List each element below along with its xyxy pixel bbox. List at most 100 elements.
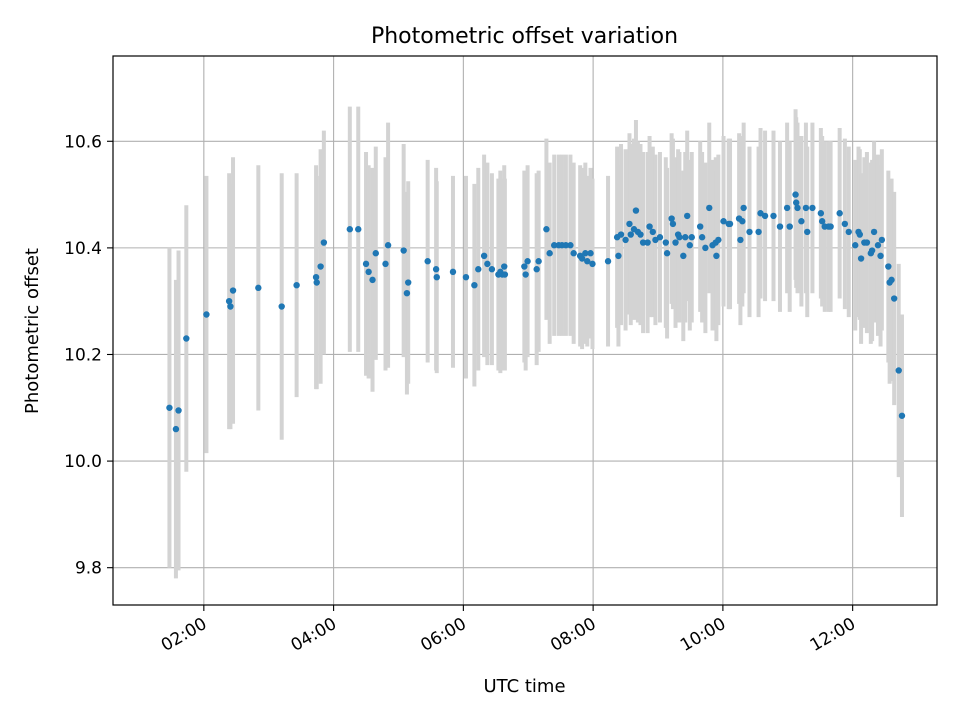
data-point xyxy=(669,220,677,228)
x-axis-ticks: 02:00 04:00 06:00 08:00 10:00 12:00 xyxy=(158,605,859,656)
data-point xyxy=(227,303,234,310)
data-point xyxy=(702,244,709,252)
data-point xyxy=(776,223,784,230)
data-point xyxy=(739,218,746,225)
y-axis-label: Photometric offset xyxy=(22,248,43,414)
data-point xyxy=(726,220,734,228)
data-point xyxy=(827,223,834,230)
data-point xyxy=(433,273,440,281)
data-point xyxy=(346,226,354,233)
data-point xyxy=(604,258,612,265)
data-point xyxy=(480,252,488,260)
data-point xyxy=(706,204,713,212)
data-point xyxy=(841,220,849,228)
data-point xyxy=(809,204,816,212)
data-point xyxy=(166,404,173,411)
data-point xyxy=(355,226,362,233)
data-point xyxy=(804,228,811,236)
data-point xyxy=(890,295,898,302)
data-point xyxy=(203,311,210,318)
data-point xyxy=(567,242,574,249)
data-point xyxy=(698,234,706,241)
data-point xyxy=(632,207,640,214)
y-tick-label: 9.8 xyxy=(75,559,102,579)
data-point xyxy=(656,234,664,241)
data-point xyxy=(818,218,826,225)
data-point xyxy=(639,239,647,246)
data-point xyxy=(400,247,407,254)
data-point xyxy=(874,242,882,249)
data-point xyxy=(522,271,529,278)
data-point xyxy=(794,204,801,212)
data-point xyxy=(888,276,895,284)
data-point xyxy=(587,250,594,257)
data-point xyxy=(680,252,687,260)
data-point xyxy=(737,236,744,244)
x-tick-label: 06:00 xyxy=(417,614,469,656)
data-point xyxy=(582,250,589,257)
data-point xyxy=(720,218,727,225)
data-point xyxy=(786,223,793,230)
data-point xyxy=(845,228,852,236)
data-point xyxy=(885,263,892,270)
y-axis-ticks: 9.8 10.0 10.2 10.4 10.6 xyxy=(64,132,113,579)
data-point xyxy=(682,234,689,241)
error-bars xyxy=(167,106,904,579)
data-point xyxy=(715,236,722,244)
x-tick-label: 08:00 xyxy=(547,614,599,656)
data-point xyxy=(424,258,431,265)
data-point xyxy=(584,258,591,265)
data-point xyxy=(627,231,634,238)
data-point xyxy=(740,204,747,212)
data-point xyxy=(761,212,769,220)
data-point xyxy=(746,228,753,236)
data-point xyxy=(475,266,482,273)
data-point xyxy=(792,191,799,198)
data-point xyxy=(183,335,190,342)
y-tick-label: 10.0 xyxy=(64,452,102,472)
data-point xyxy=(382,260,389,268)
data-point xyxy=(550,242,558,249)
y-tick-label: 10.2 xyxy=(64,345,102,365)
data-point xyxy=(877,252,884,260)
data-point xyxy=(649,228,657,236)
data-point xyxy=(405,279,412,286)
data-point xyxy=(646,223,653,230)
y-tick-label: 10.6 xyxy=(64,132,102,152)
data-points xyxy=(166,191,906,433)
data-point xyxy=(313,279,320,286)
data-point xyxy=(857,255,865,262)
data-point xyxy=(793,199,800,206)
x-axis-label: UTC time xyxy=(483,676,565,697)
data-point xyxy=(521,263,528,270)
data-point xyxy=(501,271,509,278)
data-point xyxy=(676,234,683,241)
data-point xyxy=(312,273,320,281)
data-point xyxy=(578,255,586,262)
x-tick-label: 10:00 xyxy=(677,614,729,656)
data-point xyxy=(449,268,457,276)
data-point xyxy=(278,303,285,310)
data-point xyxy=(662,239,669,246)
data-point xyxy=(488,266,496,273)
data-point xyxy=(432,266,440,273)
data-point xyxy=(225,297,233,305)
data-point xyxy=(615,252,622,260)
y-tick-label: 10.4 xyxy=(64,239,102,259)
data-point xyxy=(535,258,542,265)
data-point xyxy=(543,226,550,233)
data-point xyxy=(852,242,859,249)
data-point xyxy=(546,250,553,257)
data-point xyxy=(870,228,878,236)
data-point xyxy=(570,250,577,257)
data-point xyxy=(836,210,843,217)
data-point xyxy=(878,236,886,244)
data-point xyxy=(617,231,625,238)
x-tick-label: 04:00 xyxy=(288,614,340,656)
data-point xyxy=(783,204,791,212)
data-point xyxy=(668,215,675,222)
data-point xyxy=(229,287,237,294)
data-point xyxy=(320,239,328,246)
